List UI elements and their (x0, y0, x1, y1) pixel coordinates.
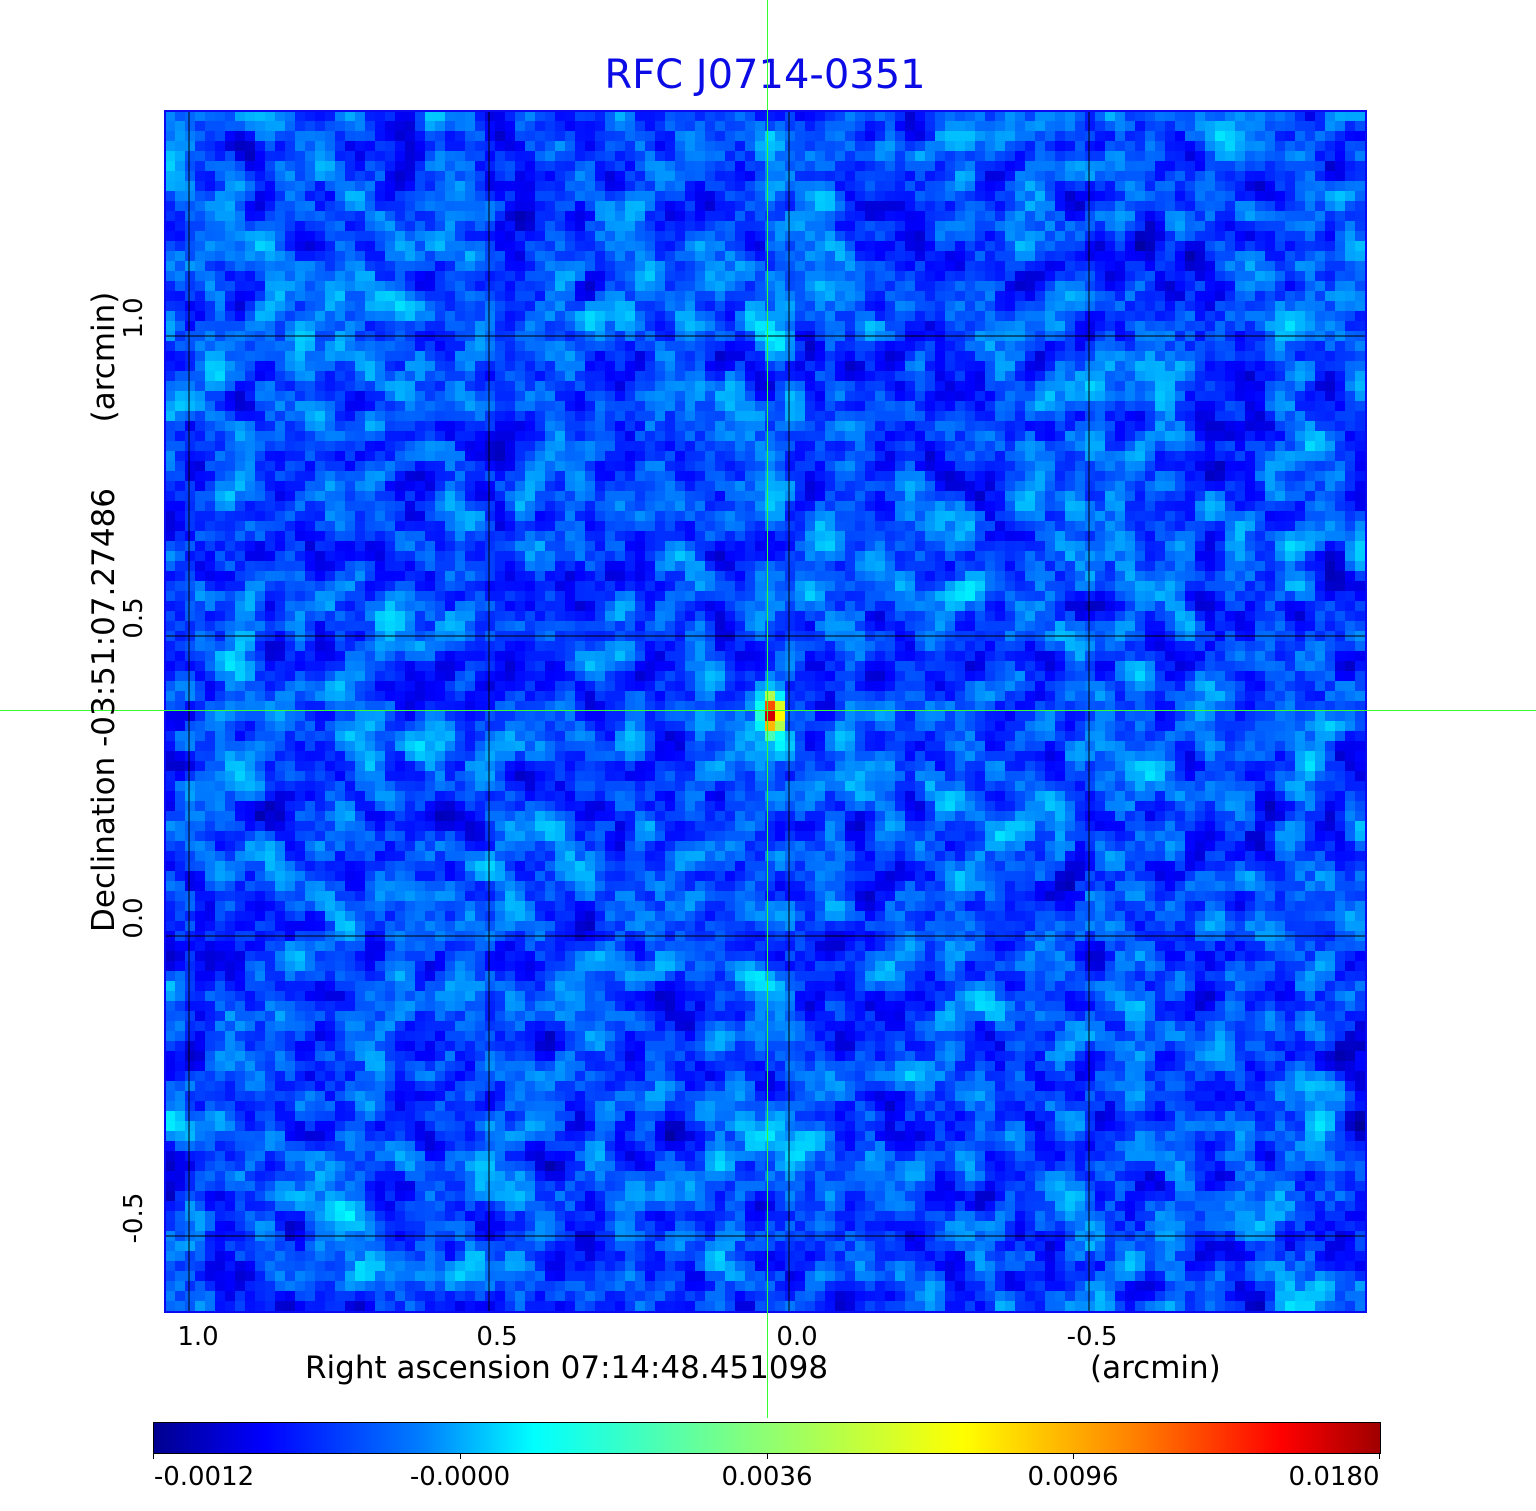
y-axis-unit: (arcmin) (86, 291, 122, 423)
x-tick-label: 1.0 (177, 1322, 219, 1352)
colorbar-tick (1379, 1453, 1380, 1459)
y-tick-label: 0.0 (119, 897, 149, 939)
x-axis-label: Right ascension 07:14:48.451098 (305, 1350, 829, 1386)
chart-title: RFC J0714-0351 (604, 52, 926, 98)
colorbar-tick (460, 1453, 461, 1459)
crosshair-vertical (767, 0, 768, 1418)
image-plot (165, 111, 1365, 1311)
y-axis-label: Declination -03:51:07.27486 (86, 488, 122, 932)
x-axis-unit: (arcmin) (1090, 1350, 1221, 1386)
colorbar-tick-label: 0.0036 (721, 1462, 813, 1492)
x-tick-label: 0.5 (476, 1322, 518, 1352)
colorbar-tick-label: 0.0180 (1288, 1462, 1380, 1492)
colorbar-tick-label: -0.0012 (153, 1462, 255, 1492)
x-tick-label: 0.0 (776, 1322, 818, 1352)
y-tick-label: 0.5 (119, 597, 149, 639)
crosshair-horizontal (0, 710, 1536, 711)
y-tick-label: 1.0 (119, 297, 149, 339)
colorbar-tick (1073, 1453, 1074, 1459)
plot-overlay (165, 111, 1365, 1311)
colorbar-tick-label: -0.0000 (409, 1462, 511, 1492)
colorbar (153, 1422, 1381, 1454)
heatmap-image (165, 111, 1365, 1311)
y-tick-label: -0.5 (119, 1192, 149, 1244)
x-tick-label: -0.5 (1066, 1322, 1118, 1352)
colorbar-tick (153, 1453, 154, 1459)
colorbar-tick (767, 1453, 768, 1459)
colorbar-tick-label: 0.0096 (1027, 1462, 1119, 1492)
